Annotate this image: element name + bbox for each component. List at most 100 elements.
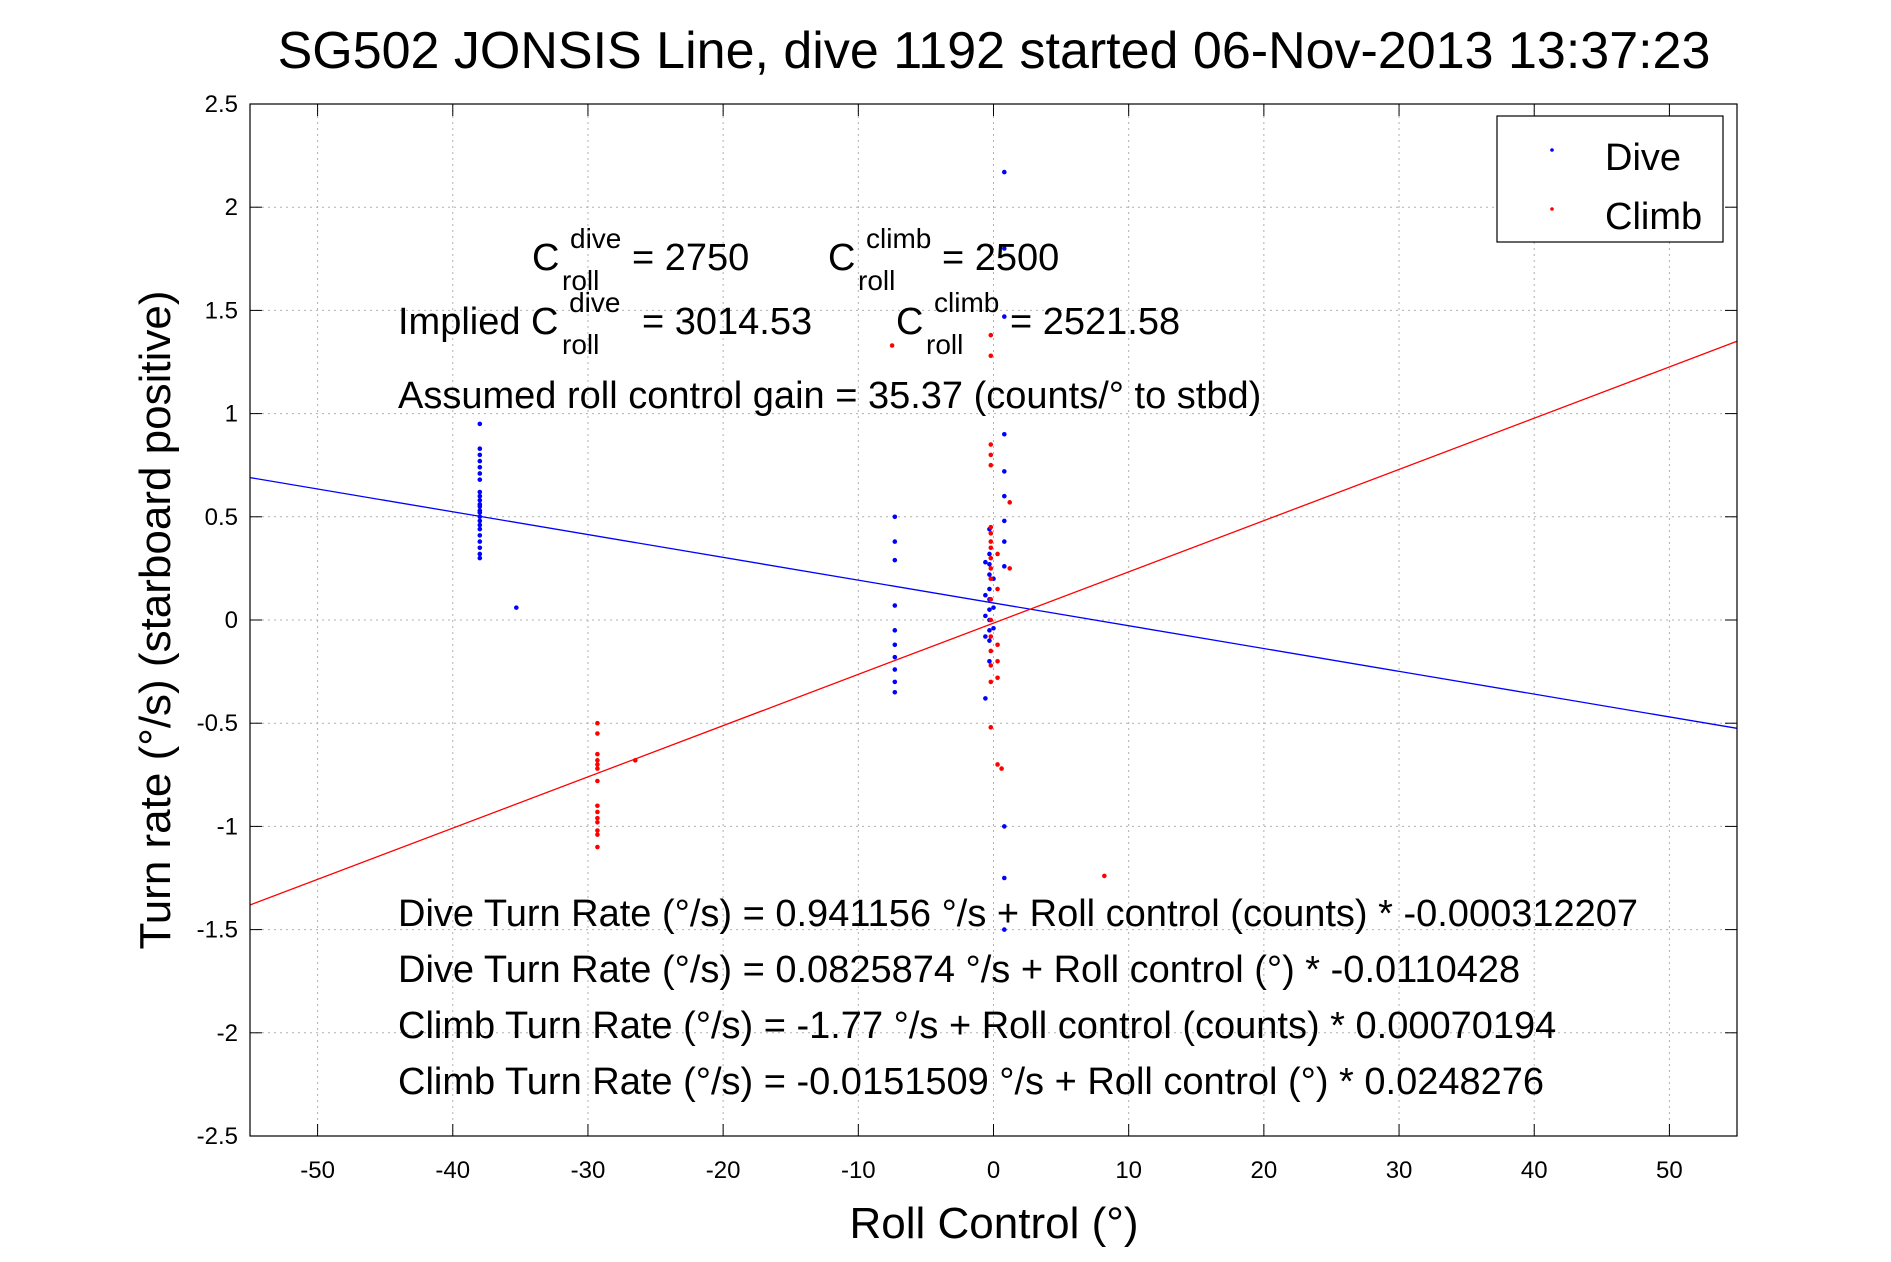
c-roll-dive: C dive: [532, 223, 621, 279]
data-point-climb: [995, 551, 1000, 557]
y-tick-label: 0: [225, 607, 238, 634]
data-point-dive: [892, 628, 898, 633]
data-point-climb: [595, 762, 600, 767]
data-point-dive: [514, 605, 519, 610]
data-point-climb: [988, 597, 994, 602]
data-point-climb: [595, 828, 600, 833]
data-point-climb: [595, 731, 600, 736]
ticks: [250, 103, 1737, 1137]
c-roll-dive-symbol: C: [532, 237, 559, 279]
data-point-dive: [892, 689, 898, 695]
y-tick-label: 0.5: [205, 504, 238, 531]
data-point-climb: [988, 524, 994, 530]
data-point-climb: [999, 766, 1004, 771]
data-point-climb: [988, 634, 994, 639]
data-point-climb: [595, 819, 600, 825]
data-point-dive: [892, 667, 898, 672]
implied-climb-value: = 2521.58: [1010, 301, 1180, 343]
legend-climb-label: Climb: [1605, 196, 1702, 238]
x-tick-label: 40: [1521, 1157, 1548, 1184]
implied-dive-sup: dive: [569, 287, 620, 318]
data-point-dive: [477, 421, 483, 427]
data-point-dive: [983, 559, 988, 565]
legend-box: [1496, 115, 1724, 243]
legend-climb-marker: [1550, 207, 1554, 211]
data-point-climb: [632, 758, 638, 763]
data-point-dive: [991, 625, 996, 631]
x-tick-label: 50: [1656, 1157, 1683, 1184]
x-tick-label: 20: [1251, 1157, 1278, 1184]
data-point-dive: [477, 446, 483, 451]
c-roll-climb-value: = 2500: [942, 237, 1059, 279]
data-point-climb: [988, 725, 994, 730]
y-tick-label: 2.5: [205, 91, 238, 118]
data-point-dive: [477, 452, 483, 458]
data-point-dive: [1002, 493, 1007, 499]
data-point-dive: [477, 510, 483, 515]
x-tick-label: 10: [1115, 1157, 1142, 1184]
data-point-dive: [477, 471, 483, 476]
equation-dive-counts: Dive Turn Rate (°/s) = 0.941156 °/s + Ro…: [398, 893, 1638, 935]
data-point-dive: [991, 605, 996, 610]
data-point-dive: [987, 572, 992, 577]
data-point-climb: [988, 663, 994, 668]
data-point-climb: [595, 803, 600, 809]
data-point-climb: [1007, 566, 1013, 571]
data-point-climb: [595, 778, 600, 784]
fit-line-dive: [249, 476, 1738, 729]
c-roll-dive-sub: roll: [562, 265, 599, 296]
data-point-dive: [477, 493, 483, 499]
data-point-climb: [988, 617, 994, 623]
data-point-dive: [1002, 824, 1007, 829]
grid: [250, 104, 1737, 1136]
x-tick-label: -20: [706, 1157, 741, 1184]
data-point-dive: [1002, 518, 1007, 524]
data-point-climb: [988, 442, 994, 447]
equation-climb-degrees: Climb Turn Rate (°/s) = -0.0151509 °/s +…: [398, 1061, 1544, 1103]
x-tick-label: -10: [841, 1157, 876, 1184]
data-point-dive: [477, 539, 483, 544]
data-point-climb: [988, 648, 994, 654]
x-tick-label: 30: [1386, 1157, 1413, 1184]
data-point-dive: [987, 586, 992, 592]
data-point-climb: [988, 539, 994, 544]
data-point-climb: [988, 555, 994, 561]
data-point-climb: [1102, 873, 1107, 879]
annotations: C dive roll = 2750 C climb roll = 2500 I…: [398, 223, 1638, 1103]
data-point-dive: [477, 545, 483, 551]
data-point-dive: [892, 654, 898, 660]
implied-climb-symbol: C: [896, 301, 923, 343]
implied-dive-sub: roll: [562, 329, 599, 360]
data-point-climb: [595, 766, 600, 771]
equation-climb-counts: Climb Turn Rate (°/s) = -1.77 °/s + Roll…: [398, 1005, 1556, 1047]
data-point-dive: [987, 658, 992, 664]
data-point-climb: [988, 545, 994, 551]
data-point-dive: [477, 514, 483, 520]
data-point-climb: [595, 751, 600, 757]
y-tick-label: -2.5: [197, 1123, 238, 1150]
fit-line-climb: [249, 340, 1738, 906]
data-point-dive: [983, 696, 988, 701]
data-point-climb: [995, 658, 1000, 664]
data-point-climb: [995, 586, 1000, 592]
data-point-climb: [988, 462, 994, 468]
data-point-dive: [1002, 169, 1007, 175]
data-point-climb: [595, 809, 600, 815]
c-roll-climb: C climb: [828, 223, 931, 279]
implied-dive: Implied C dive: [398, 287, 620, 343]
data-points: [477, 169, 1107, 932]
equation-dive-degrees: Dive Turn Rate (°/s) = 0.0825874 °/s + R…: [398, 949, 1520, 991]
data-point-dive: [477, 551, 483, 557]
c-roll-climb-sub: roll: [858, 265, 895, 296]
data-point-climb: [988, 332, 994, 338]
data-point-dive: [892, 514, 898, 520]
data-point-dive: [477, 526, 483, 532]
data-point-climb: [995, 762, 1000, 767]
implied-dive-prefix: Implied C: [398, 301, 559, 343]
data-point-dive: [1002, 875, 1007, 881]
data-point-dive: [892, 642, 898, 648]
data-point-dive: [983, 634, 988, 639]
x-tick-label: -50: [300, 1157, 335, 1184]
data-point-dive: [477, 555, 483, 561]
